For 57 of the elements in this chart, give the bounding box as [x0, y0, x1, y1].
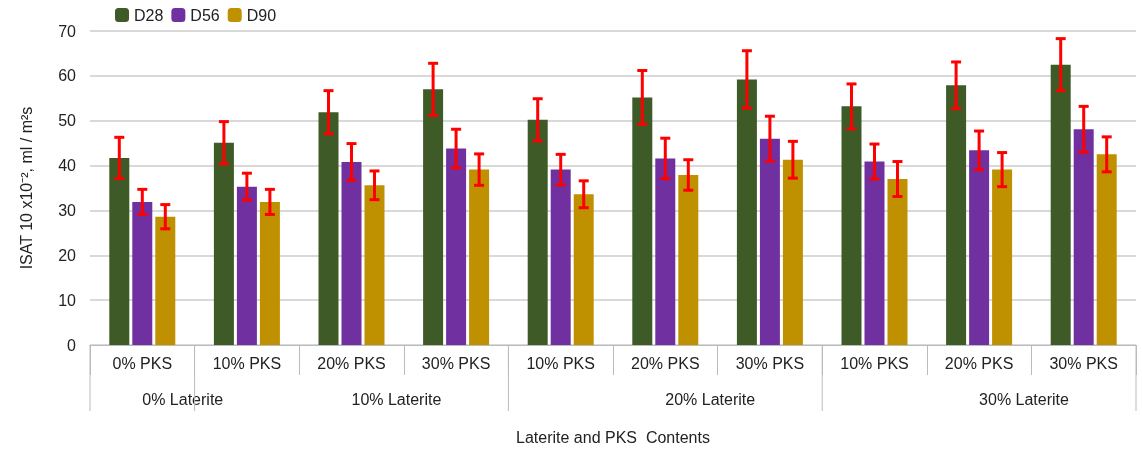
x-tick-label: 10% PKS	[526, 354, 595, 372]
y-tick-label: 70	[58, 22, 77, 40]
bar	[423, 89, 444, 345]
bar	[782, 159, 803, 345]
bar	[655, 158, 676, 345]
x-tick-label: 20% PKS	[944, 354, 1014, 372]
bar	[318, 112, 339, 345]
bar	[259, 201, 280, 345]
bar	[992, 169, 1013, 345]
bar	[759, 138, 780, 345]
text: 10% Laterite	[351, 390, 442, 408]
x-tick-label: 10% PKS	[212, 354, 282, 372]
x-tick-label: 10% PKS	[840, 354, 909, 372]
bar	[469, 169, 490, 345]
bar	[341, 161, 362, 345]
bar	[236, 186, 257, 345]
bar	[1050, 64, 1071, 345]
x-tick-label: 30% PKS	[421, 354, 491, 372]
bar	[1096, 154, 1117, 345]
x-tick-label: 30% PKS	[1049, 354, 1118, 372]
bar	[155, 216, 176, 345]
bar	[632, 97, 653, 345]
text: 20% Laterite	[665, 390, 756, 408]
bar	[573, 194, 594, 345]
y-tick-label: 60	[58, 67, 77, 85]
bar	[550, 169, 571, 345]
bar	[213, 142, 234, 345]
x-axis-title: Laterite and PKS Contents	[516, 428, 710, 446]
bar	[736, 79, 757, 345]
bar	[969, 150, 990, 345]
y-tick-label: 20	[58, 246, 77, 264]
text: 0% Laterite	[142, 390, 224, 408]
bar	[446, 148, 467, 345]
y-tick-label: 30	[58, 201, 77, 219]
bar	[132, 201, 153, 345]
y-tick-label: 0	[67, 336, 77, 354]
legend-label: D56	[190, 6, 220, 24]
bar	[678, 174, 699, 345]
bar	[1073, 129, 1094, 345]
bar	[109, 157, 130, 345]
x-tick-label: 20% PKS	[317, 354, 386, 372]
bar	[841, 106, 862, 345]
x-tick-label: 20% PKS	[631, 354, 700, 372]
y-tick-label: 50	[58, 112, 77, 130]
text: 30% Laterite	[979, 390, 1070, 408]
bar	[364, 185, 385, 345]
y-axis-title: ISAT 10 x10⁻², ml / m²s	[17, 106, 35, 270]
bar	[527, 119, 548, 345]
bar	[864, 161, 885, 345]
y-tick-label: 40	[58, 157, 77, 175]
bar	[887, 179, 908, 345]
x-tick-label: 0% PKS	[112, 354, 173, 372]
legend-label: D90	[246, 6, 277, 24]
legend-label: D28	[134, 6, 164, 24]
y-tick-label: 10	[58, 291, 77, 309]
x-tick-label: 30% PKS	[735, 354, 805, 372]
bar	[946, 85, 967, 345]
